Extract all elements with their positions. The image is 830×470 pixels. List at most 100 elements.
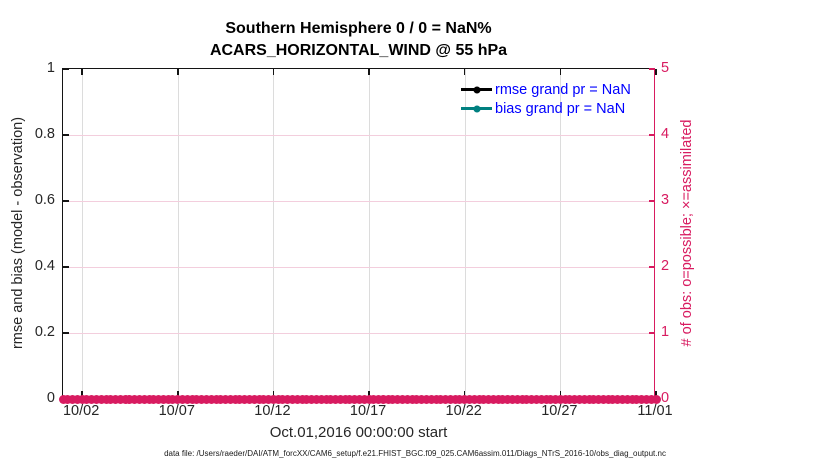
obs-count-marker	[135, 394, 145, 404]
x-gridline	[177, 69, 179, 397]
legend-entry-label: rmse grand pr = NaN	[495, 81, 631, 98]
chart-title-line1: Southern Hemisphere 0 / 0 = NaN%	[225, 20, 492, 37]
right-axis-line	[653, 68, 655, 398]
obs-count-marker	[115, 394, 125, 404]
x-tick-mark-top	[81, 69, 83, 75]
obs-count-marker	[637, 394, 647, 404]
obs-count-marker	[383, 394, 393, 404]
obs-count-marker	[574, 394, 584, 404]
obs-count-marker	[464, 394, 474, 404]
obs-count-marker	[292, 394, 302, 404]
obs-count-marker	[149, 394, 159, 404]
x-tick-mark-bottom	[81, 391, 83, 397]
x-tick-mark-top	[559, 69, 562, 75]
x-tick-mark-top	[272, 69, 275, 75]
plot-area	[58, 68, 661, 404]
obs-count-marker	[646, 394, 656, 404]
obs-count-marker	[603, 394, 613, 404]
right-y-tick-label: 4	[661, 126, 670, 142]
left-y-tick-label: 1	[46, 60, 55, 76]
obs-count-marker	[154, 394, 164, 404]
obs-count-marker	[651, 394, 661, 404]
obs-count-marker	[469, 394, 479, 404]
obs-count-marker	[579, 394, 589, 404]
obs-count-marker	[259, 394, 269, 404]
obs-count-marker	[398, 394, 408, 404]
obs-count-marker	[551, 394, 561, 404]
y-gridline	[63, 267, 655, 268]
obs-count-marker	[68, 394, 78, 404]
obs-count-marker	[206, 394, 216, 404]
obs-count-marker	[402, 394, 412, 404]
obs-count-marker	[355, 394, 364, 404]
y-gridline	[63, 135, 655, 136]
obs-count-marker	[641, 394, 651, 404]
legend-row: bias grand pr = NaN	[461, 99, 631, 118]
obs-count-marker	[245, 394, 254, 404]
obs-count-marker	[436, 394, 446, 404]
obs-count-marker	[531, 394, 541, 404]
obs-count-marker	[417, 394, 427, 404]
left-tick-mark	[63, 134, 69, 136]
obs-count-marker	[201, 394, 211, 404]
right-tick-mark	[649, 200, 655, 202]
obs-count-marker	[96, 394, 106, 404]
obs-count-marker	[91, 394, 101, 404]
right-tick-mark	[649, 134, 655, 136]
obs-count-marker	[197, 394, 207, 404]
obs-count-marker	[445, 394, 455, 404]
obs-count-marker	[608, 394, 618, 404]
obs-count-marker	[273, 394, 283, 404]
x-tick-label: 10/07	[158, 403, 195, 419]
x-tick-mark-bottom	[272, 391, 275, 397]
obs-count-marker	[178, 394, 188, 404]
obs-count-marker	[335, 394, 345, 404]
obs-count-marker	[302, 394, 312, 404]
legend-row: rmse grand pr = NaN	[461, 80, 631, 99]
obs-count-marker	[460, 394, 470, 404]
x-tick-mark-bottom	[463, 391, 466, 397]
obs-count-marker	[316, 394, 326, 404]
obs-count-marker	[268, 394, 278, 404]
x-tick-mark-bottom	[655, 391, 657, 397]
obs-count-marker	[297, 394, 307, 404]
data-file-footnote: data file: /Users/raeder/DAI/ATM_forcXX/…	[164, 449, 666, 458]
x-gridline	[273, 69, 275, 397]
obs-count-marker	[120, 394, 130, 404]
obs-count-marker	[412, 394, 422, 404]
obs-count-marker	[101, 394, 111, 404]
obs-count-marker	[455, 394, 465, 404]
obs-count-marker	[388, 394, 398, 404]
obs-count-marker	[479, 394, 489, 404]
left-y-tick-label: 0.2	[34, 324, 55, 340]
obs-count-marker	[589, 394, 599, 404]
right-y-tick-label: 1	[661, 324, 670, 340]
x-tick-label: 11/01	[637, 403, 673, 419]
obs-count-marker	[58, 394, 68, 404]
x-gridline	[369, 69, 371, 397]
x-tick-label: 10/22	[445, 403, 482, 419]
obs-count-marker	[555, 394, 565, 404]
obs-count-marker	[321, 394, 331, 404]
legend-dot-marker	[473, 105, 480, 112]
left-y-tick-label: 0	[46, 390, 55, 406]
obs-count-marker	[326, 394, 336, 404]
obs-count-marker	[474, 394, 484, 404]
obs-count-marker	[484, 394, 494, 404]
x-tick-label: 10/02	[62, 403, 100, 419]
legend-entry-label: bias grand pr = NaN	[495, 100, 626, 117]
left-tick-mark	[63, 200, 69, 202]
obs-count-marker	[546, 394, 556, 404]
obs-count-marker	[130, 394, 140, 404]
obs-count-marker	[560, 394, 570, 404]
right-y-tick-label: 3	[661, 192, 670, 208]
x-tick-label: 10/17	[349, 403, 387, 419]
obs-count-marker	[393, 394, 403, 404]
obs-count-marker	[139, 394, 149, 404]
obs-count-marker	[407, 394, 417, 404]
obs-count-marker	[493, 394, 503, 404]
obs-count-marker	[584, 394, 594, 404]
legend: rmse grand pr = NaN bias grand pr = NaN	[461, 80, 631, 118]
obs-count-marker	[431, 394, 441, 404]
obs-count-marker	[374, 394, 384, 404]
